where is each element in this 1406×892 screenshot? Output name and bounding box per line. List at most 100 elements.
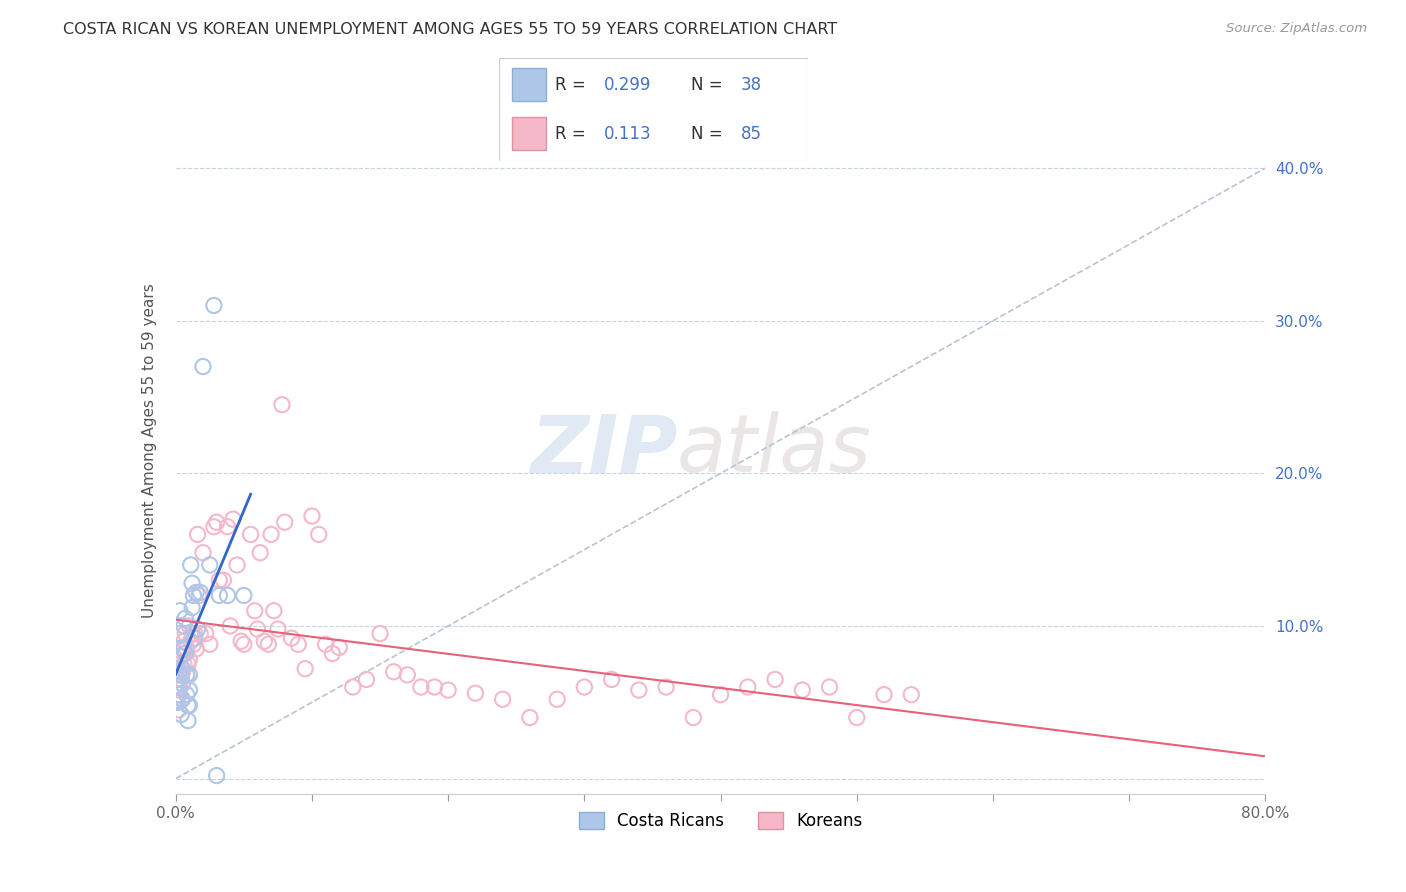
Point bbox=[356, 673, 378, 687]
Point bbox=[271, 398, 294, 412]
Point bbox=[294, 662, 316, 676]
Text: 38: 38 bbox=[741, 76, 762, 94]
Point bbox=[253, 634, 276, 648]
Point bbox=[172, 662, 194, 676]
Point bbox=[217, 520, 239, 534]
Point bbox=[186, 622, 209, 636]
Point bbox=[167, 683, 190, 698]
Point bbox=[315, 637, 337, 651]
Point bbox=[187, 589, 209, 603]
Point bbox=[655, 680, 678, 694]
Point bbox=[205, 768, 228, 782]
Point bbox=[188, 585, 211, 599]
Point bbox=[169, 680, 191, 694]
Point bbox=[177, 657, 200, 672]
Point bbox=[202, 520, 225, 534]
Point bbox=[184, 631, 207, 645]
Point bbox=[260, 527, 283, 541]
Point bbox=[166, 695, 188, 709]
Point bbox=[188, 626, 211, 640]
Point bbox=[263, 604, 285, 618]
FancyBboxPatch shape bbox=[512, 118, 546, 150]
Text: 0.113: 0.113 bbox=[605, 125, 652, 143]
Point bbox=[169, 604, 191, 618]
Point bbox=[172, 692, 194, 706]
Point bbox=[170, 673, 193, 687]
Text: 0.299: 0.299 bbox=[605, 76, 651, 94]
Point bbox=[166, 673, 188, 687]
Point bbox=[267, 622, 290, 636]
Point bbox=[396, 668, 419, 682]
Point bbox=[226, 558, 249, 572]
Point bbox=[179, 668, 201, 682]
Point bbox=[198, 558, 221, 572]
Point bbox=[202, 298, 225, 312]
Point bbox=[191, 546, 214, 560]
Point bbox=[243, 604, 266, 618]
Text: R =: R = bbox=[555, 76, 591, 94]
Legend: Costa Ricans, Koreans: Costa Ricans, Koreans bbox=[572, 805, 869, 837]
Point bbox=[191, 359, 214, 374]
Point bbox=[368, 626, 391, 640]
Point bbox=[328, 640, 350, 655]
Point bbox=[232, 589, 254, 603]
Point bbox=[170, 649, 193, 664]
Point bbox=[183, 637, 205, 651]
Point bbox=[186, 585, 208, 599]
Point bbox=[179, 652, 201, 666]
Point bbox=[183, 589, 205, 603]
Point bbox=[287, 637, 309, 651]
Point bbox=[177, 698, 200, 713]
Point bbox=[181, 626, 204, 640]
Point bbox=[710, 688, 733, 702]
Point bbox=[169, 657, 191, 672]
Point bbox=[176, 668, 198, 682]
Point bbox=[174, 626, 197, 640]
Point bbox=[342, 680, 364, 694]
Point bbox=[409, 680, 432, 694]
Point bbox=[208, 573, 231, 587]
Point bbox=[174, 647, 197, 661]
Point bbox=[900, 688, 922, 702]
Point bbox=[423, 680, 446, 694]
Point bbox=[280, 631, 302, 645]
Point bbox=[574, 680, 596, 694]
Point bbox=[257, 637, 280, 651]
Point bbox=[246, 622, 269, 636]
Point bbox=[763, 673, 786, 687]
Point bbox=[172, 641, 194, 656]
Text: 85: 85 bbox=[741, 125, 762, 143]
Point bbox=[169, 626, 191, 640]
Point bbox=[176, 668, 198, 682]
Point bbox=[170, 668, 193, 682]
Point bbox=[519, 710, 541, 724]
Text: N =: N = bbox=[690, 76, 728, 94]
Point bbox=[205, 515, 228, 529]
Point bbox=[231, 634, 253, 648]
Point bbox=[217, 589, 239, 603]
Point bbox=[179, 698, 201, 713]
Point bbox=[167, 703, 190, 717]
Point bbox=[818, 680, 841, 694]
Point bbox=[167, 662, 190, 676]
Point bbox=[249, 546, 271, 560]
Point bbox=[181, 576, 204, 591]
Point bbox=[167, 665, 190, 679]
Point bbox=[174, 611, 197, 625]
Point bbox=[173, 619, 195, 633]
Point bbox=[222, 512, 245, 526]
Point bbox=[308, 527, 330, 541]
Point bbox=[232, 637, 254, 651]
Point bbox=[682, 710, 704, 724]
Point bbox=[177, 714, 200, 728]
Point bbox=[180, 558, 202, 572]
Point bbox=[208, 589, 231, 603]
Text: R =: R = bbox=[555, 125, 596, 143]
Point bbox=[198, 637, 221, 651]
FancyBboxPatch shape bbox=[512, 69, 546, 101]
Point bbox=[737, 680, 759, 694]
Point bbox=[274, 515, 297, 529]
Point bbox=[627, 683, 650, 698]
Point bbox=[184, 626, 207, 640]
Point bbox=[301, 509, 323, 524]
